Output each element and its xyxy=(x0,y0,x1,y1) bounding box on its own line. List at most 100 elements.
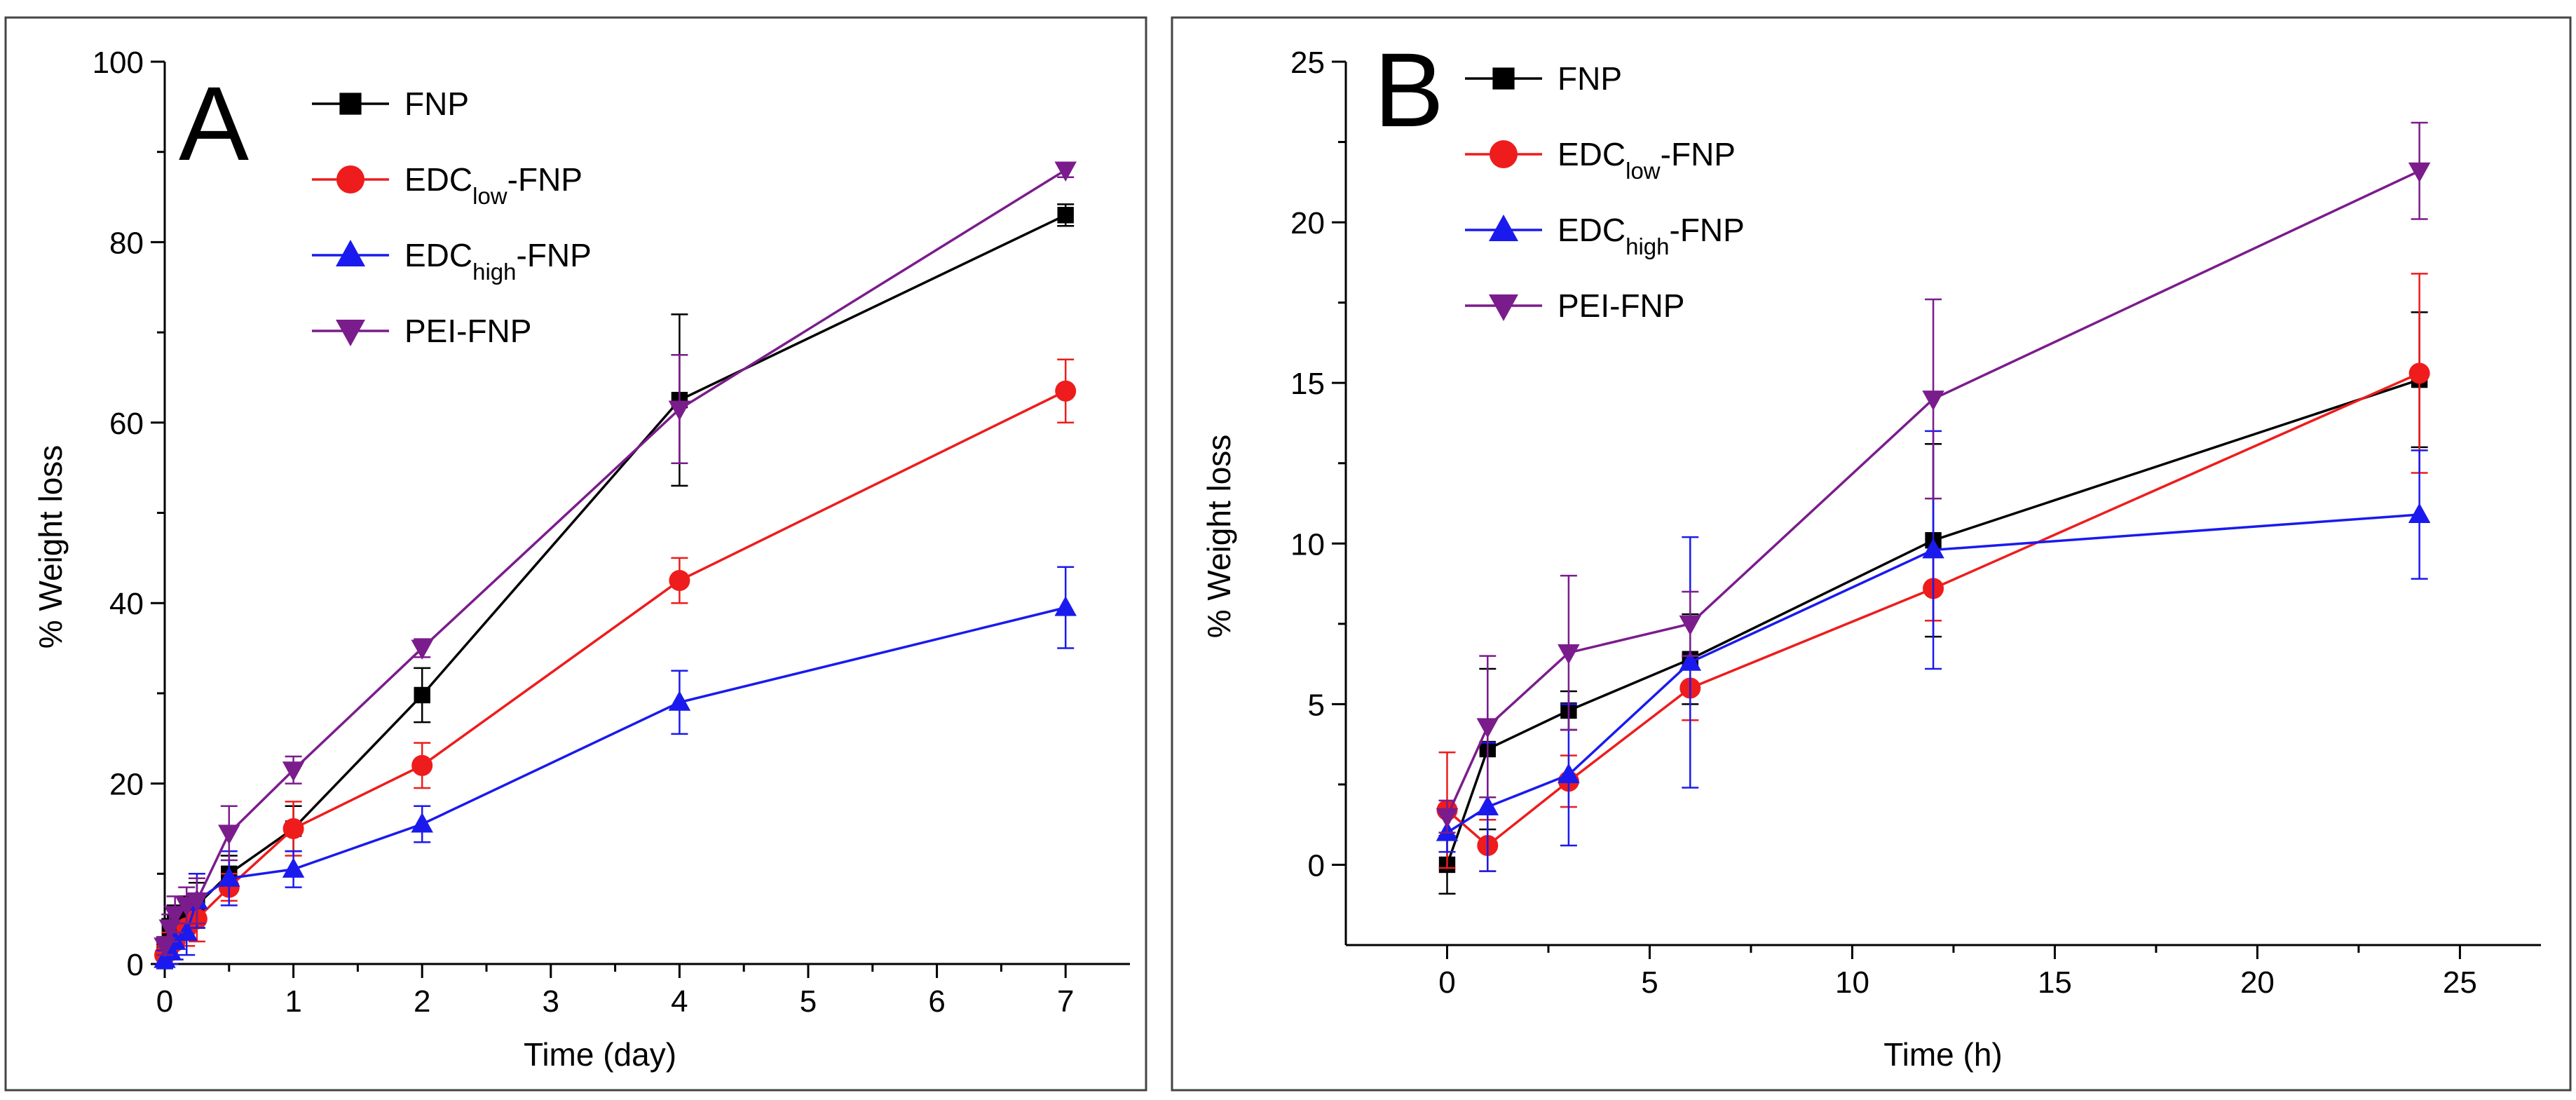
panel-b-legend-pei-fnp-label-main: PEI-FNP xyxy=(1558,287,1684,324)
panel-a-legend-fnp-swatch-marker xyxy=(339,93,362,115)
panel-a-x-tick-label: 7 xyxy=(1057,984,1074,1019)
panel-b-legend-edclow-fnp-swatch-marker xyxy=(1490,140,1518,168)
panel-b-y-tick-label: 0 xyxy=(1308,848,1325,883)
panel-b-legend-edclow-fnp-label-main: EDC xyxy=(1558,136,1626,172)
panel-a-x-tick-label: 4 xyxy=(671,984,688,1019)
panel-b-edchigh-fnp-point xyxy=(1476,795,1499,815)
panel-b-y-tick-label: 25 xyxy=(1290,46,1325,80)
panel-a-x-axis-title: Time (day) xyxy=(524,1036,676,1073)
panel-b-frame xyxy=(1171,16,2572,1092)
panel-a-label: A xyxy=(179,64,249,182)
panel-a-legend-edclow-fnp-swatch-marker xyxy=(336,165,364,193)
panel-a-edchigh-fnp-point xyxy=(668,691,691,711)
panel-b-x-axis-title: Time (h) xyxy=(1883,1036,2003,1073)
panel-a: 0 1 2 3 4 5 6 7020406080100FNPEDClow-FNPEDChigh… xyxy=(4,16,1147,1092)
panel-a-edchigh-fnp-point xyxy=(282,857,305,878)
panel-b-y-tick-label: 15 xyxy=(1290,367,1325,401)
panel-a-legend-edchigh-fnp-label: EDChigh-FNP xyxy=(404,237,592,285)
panel-a-legend-pei-fnp-label-main: PEI-FNP xyxy=(404,313,531,349)
panel-b-x-tick-label: 20 xyxy=(2240,965,2275,1000)
panel-a-legend-edchigh-fnp-swatch-marker xyxy=(336,240,365,266)
panel-b-legend-edchigh-fnp-label-sub: high xyxy=(1626,233,1669,259)
panel-a-legend-edchigh-fnp-label-sub: high xyxy=(472,259,516,285)
panel-b-legend-edchigh-fnp-label: EDChigh-FNP xyxy=(1558,212,1745,259)
panel-a-pei-fnp-point xyxy=(186,892,208,913)
panel-b-pei-fnp-point xyxy=(1436,808,1459,829)
panel-b-legend-pei-fnp-label: PEI-FNP xyxy=(1558,287,1684,324)
panel-a-legend-fnp-label-main: FNP xyxy=(404,86,469,122)
panel-b-x-tick-label: 10 xyxy=(1835,965,1869,1000)
panel-a-legend-edclow-fnp-label-tail: -FNP xyxy=(507,161,582,198)
panel-b-legend-edclow-fnp-label: EDClow-FNP xyxy=(1558,136,1736,184)
panel-a-edclow-fnp-point xyxy=(282,817,304,839)
panel-b-x-tick-label: 0 xyxy=(1438,965,1455,1000)
panel-a-pei-fnp-point xyxy=(411,639,433,660)
panel-b-legend-edclow-fnp-label-tail: -FNP xyxy=(1661,136,1736,172)
panel-a-edchigh-fnp-point xyxy=(411,813,433,833)
panel-a-y-tick-label: 80 xyxy=(109,226,144,260)
panel-b-legend-fnp-swatch-marker xyxy=(1492,67,1515,90)
panel-b-edchigh-fnp-point xyxy=(2408,503,2431,524)
panel-b-pei-fnp-point xyxy=(2408,162,2431,183)
panel-a-y-tick-label: 20 xyxy=(109,768,144,802)
panel-b-legend-edchigh-fnp-swatch-marker xyxy=(1489,215,1518,241)
panel-a-x-tick-label: 1 xyxy=(285,984,301,1019)
panel-a-fnp-point xyxy=(414,686,430,704)
panel-b-edchigh-fnp-point xyxy=(1558,763,1580,784)
panel-a-legend-edchigh-fnp-label-tail: -FNP xyxy=(517,237,592,273)
panel-a-pei-fnp-point xyxy=(218,824,240,845)
panel-a-edchigh-fnp-point xyxy=(1054,596,1077,616)
panel-b-y-tick-label: 20 xyxy=(1290,206,1325,240)
panel-a-edchigh-fnp-point xyxy=(218,867,240,887)
panel-b-edchigh-fnp-point xyxy=(1679,651,1702,671)
panel-a-y-tick-label: 0 xyxy=(127,948,144,982)
panel-a-fnp-line xyxy=(163,214,1066,951)
panel-b-x-tick-label: 25 xyxy=(2443,965,2477,1000)
panel-b-x-tick-label: 5 xyxy=(1641,965,1658,1000)
panel-b-fnp-line xyxy=(1445,378,2420,866)
panel-a-legend-fnp-label: FNP xyxy=(404,86,469,122)
panel-a-x-tick-label: 3 xyxy=(543,984,559,1019)
panel-b-legend-edclow-fnp-label-sub: low xyxy=(1626,158,1661,184)
panel-b-legend-pei-fnp-swatch-marker xyxy=(1489,294,1518,321)
panel-a-edclow-fnp-point xyxy=(1055,380,1077,402)
panel-a-y-tick-label: 100 xyxy=(93,46,144,80)
panel-b-pei-fnp-point xyxy=(1476,718,1499,738)
panel-b-x-tick-label: 15 xyxy=(2038,965,2072,1000)
panel-b-legend-fnp-label-main: FNP xyxy=(1558,60,1622,97)
panel-a-plot: 0 1 2 3 4 5 6 7020406080100FNPEDClow-FNPEDChigh… xyxy=(93,46,1130,1019)
panel-b-edclow-fnp-point xyxy=(2408,362,2430,384)
panel-b-edchigh-fnp-point xyxy=(1922,538,1944,559)
panel-a-edclow-fnp-point xyxy=(411,754,433,776)
panel-a-pei-fnp-point xyxy=(1054,161,1077,182)
panel-a-fnp-point xyxy=(1057,207,1074,224)
panel-a-pei-fnp-point xyxy=(163,906,186,926)
panel-a-pei-fnp-point xyxy=(154,937,176,958)
panel-a-y-axis-title: % Weight loss xyxy=(32,445,69,649)
panel-a-legend-edclow-fnp-label-sub: low xyxy=(472,183,507,209)
panel-b-y-tick-label: 10 xyxy=(1290,527,1325,562)
panel-a-pei-fnp-point xyxy=(668,400,691,421)
panel-a-y-tick-label: 40 xyxy=(109,587,144,621)
panel-b-legend-edchigh-fnp-label-main: EDC xyxy=(1558,212,1626,248)
panel-b-y-tick-label: 5 xyxy=(1308,688,1325,722)
panel-a-y-tick-label: 60 xyxy=(109,407,144,441)
panel-a-frame xyxy=(4,16,1147,1092)
panel-a-x-tick-label: 0 xyxy=(156,984,173,1019)
panel-a-legend-pei-fnp-swatch-marker xyxy=(336,320,365,346)
panel-a-edclow-fnp-point xyxy=(669,570,690,592)
panel-a-pei-fnp-point xyxy=(282,761,305,782)
panel-a-legend-edclow-fnp-label-main: EDC xyxy=(404,161,472,198)
panel-a-legend-edchigh-fnp-label-main: EDC xyxy=(404,237,472,273)
panel-a-x-tick-label: 6 xyxy=(928,984,945,1019)
panel-b-legend-edchigh-fnp-label-tail: -FNP xyxy=(1670,212,1745,248)
panel-b-pei-fnp-line xyxy=(1445,170,2420,817)
panel-b-pei-fnp-point xyxy=(1679,615,1702,636)
panel-a-legend-edclow-fnp-label: EDClow-FNP xyxy=(404,161,582,209)
panel-a-x-tick-label: 2 xyxy=(414,984,430,1019)
panel-b-y-axis-title: % Weight loss xyxy=(1201,435,1237,639)
panel-b-pei-fnp-point xyxy=(1558,644,1580,665)
